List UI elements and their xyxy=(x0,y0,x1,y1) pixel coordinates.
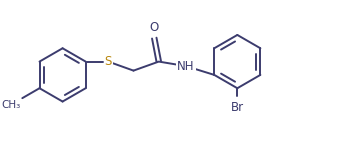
Text: S: S xyxy=(104,55,112,68)
Text: Br: Br xyxy=(231,101,244,114)
Text: O: O xyxy=(150,21,159,34)
Text: CH₃: CH₃ xyxy=(1,100,21,110)
Text: NH: NH xyxy=(177,60,195,73)
